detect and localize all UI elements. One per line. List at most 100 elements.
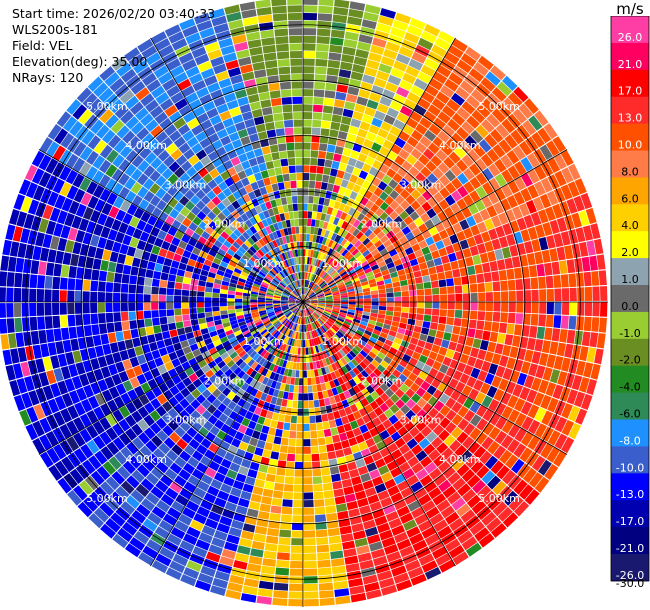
gate-cell <box>554 170 567 187</box>
gate-cell <box>219 153 230 164</box>
gate-cell <box>332 294 340 298</box>
gate-cell <box>251 311 259 316</box>
gate-cell <box>249 326 257 333</box>
gate-cell <box>288 299 296 301</box>
range-ring-label: 5.00km <box>478 492 520 505</box>
gate-cell <box>268 403 276 412</box>
gate-cell <box>390 144 402 155</box>
gate-cell <box>142 458 155 472</box>
gate-cell <box>369 316 377 322</box>
gate-cell <box>357 373 365 382</box>
gate-cell <box>344 333 352 340</box>
gate-cell <box>466 494 482 509</box>
gate-cell <box>220 45 235 56</box>
gate-cell <box>498 212 509 225</box>
gate-cell <box>164 124 177 137</box>
gate-cell <box>127 348 137 359</box>
gate-cell <box>336 279 344 285</box>
gate-cell <box>382 369 392 378</box>
gate-cell <box>423 110 437 123</box>
gate-cell <box>13 287 22 302</box>
gate-cell <box>326 512 338 522</box>
gate-cell <box>301 272 303 280</box>
gate-cell <box>194 335 204 343</box>
gate-cell <box>342 540 356 550</box>
gate-cell <box>320 261 326 269</box>
gate-cell <box>142 545 159 559</box>
gate-cell <box>383 114 396 125</box>
gate-cell <box>476 465 490 479</box>
gate-cell <box>537 127 552 144</box>
gate-cell <box>309 293 316 298</box>
gate-cell <box>411 351 421 361</box>
gate-cell <box>451 497 466 511</box>
gate-cell <box>249 216 257 226</box>
gate-cell <box>227 381 236 391</box>
gate-cell <box>454 285 463 294</box>
gate-cell <box>272 257 278 265</box>
gate-cell <box>338 328 346 336</box>
gate-cell <box>367 232 376 241</box>
gate-cell <box>281 506 293 515</box>
gate-cell <box>120 480 135 495</box>
gate-cell <box>191 450 204 462</box>
gate-cell <box>419 135 432 148</box>
gate-cell <box>276 255 283 263</box>
gate-cell <box>478 302 486 311</box>
gate-cell <box>288 303 296 305</box>
gate-cell <box>385 511 399 522</box>
gate-cell <box>373 226 382 236</box>
gate-cell <box>129 101 144 115</box>
gate-cell <box>245 318 254 324</box>
gate-cell <box>583 316 592 332</box>
gate-cell <box>220 352 229 360</box>
gate-cell <box>311 377 316 385</box>
gate-cell <box>334 588 350 597</box>
gate-cell <box>318 236 324 244</box>
gate-cell <box>213 257 222 265</box>
gate-cell <box>220 458 232 469</box>
gate-cell <box>258 383 266 392</box>
gate-cell <box>314 276 320 283</box>
gate-cell <box>265 535 279 545</box>
gate-cell <box>324 275 331 282</box>
gate-cell <box>331 403 339 412</box>
gate-cell <box>138 199 150 211</box>
gate-cell <box>362 346 371 355</box>
gate-cell <box>505 454 519 469</box>
gate-cell <box>395 399 405 409</box>
gate-cell <box>424 302 432 309</box>
gate-cell <box>391 253 400 262</box>
gate-cell <box>252 243 260 251</box>
gate-cell <box>312 461 321 469</box>
gate-cell <box>268 326 275 333</box>
gate-cell <box>270 317 278 323</box>
gate-cell <box>168 351 178 361</box>
gate-cell <box>281 294 289 298</box>
gate-cell <box>286 196 293 205</box>
gate-cell <box>219 302 227 307</box>
gate-cell <box>337 236 344 245</box>
gate-cell <box>6 287 14 302</box>
gate-cell <box>231 567 246 578</box>
gate-cell <box>336 319 344 325</box>
gate-cell <box>498 322 508 334</box>
gate-cell <box>250 328 259 335</box>
gate-cell <box>64 212 75 227</box>
gate-cell <box>46 370 57 385</box>
gate-cell <box>292 307 298 313</box>
gate-cell <box>446 453 459 466</box>
gate-cell <box>235 473 247 483</box>
gate-cell <box>178 184 190 195</box>
gate-cell <box>398 130 410 142</box>
gate-cell <box>442 485 457 499</box>
gate-cell <box>380 56 395 67</box>
gate-cell <box>251 397 260 406</box>
gate-cell <box>340 292 348 296</box>
gate-cell <box>291 306 298 312</box>
gate-cell <box>147 359 157 370</box>
gate-cell <box>79 428 92 443</box>
gate-cell <box>235 505 248 515</box>
gate-cell <box>178 142 191 154</box>
gate-cell <box>344 264 352 271</box>
